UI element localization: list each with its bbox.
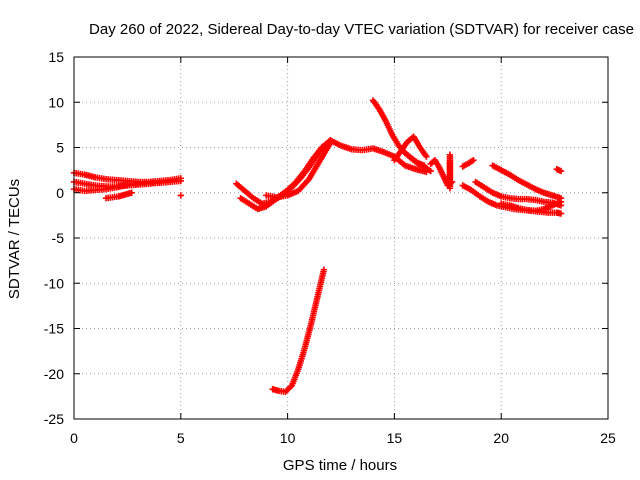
- data-point: [557, 198, 565, 205]
- y-tick-label: 0: [56, 185, 64, 201]
- data-point: [320, 266, 328, 273]
- series-arc-18h-dots: [459, 156, 477, 170]
- data-point: [156, 179, 163, 186]
- series-arc-17h-column: [446, 151, 454, 192]
- series-arc-midday-cluster: [391, 133, 430, 164]
- y-tick-label: -15: [44, 321, 64, 337]
- series-arc-evening-dot: [553, 166, 565, 175]
- series-arc-deep-negative: [269, 266, 328, 396]
- y-tick-label: -10: [44, 275, 64, 291]
- y-tick-label: 5: [56, 140, 64, 156]
- x-tick-label: 15: [387, 430, 403, 446]
- data-point: [177, 177, 184, 185]
- series-arc-midday-right: [401, 149, 434, 175]
- y-tick-label: 10: [48, 94, 64, 110]
- data-point: [557, 167, 565, 175]
- series-arc-evening-c: [489, 162, 565, 202]
- x-tick-label: 10: [280, 430, 296, 446]
- ticks: 0 5 10 15 20 25 15 10 5 0 -5 -10 -15 -20 -25: [44, 49, 616, 446]
- x-tick-label: 25: [600, 430, 616, 446]
- series-arc-morning-c: [263, 139, 334, 201]
- data-point: [177, 192, 184, 199]
- series-outlier-5h: [177, 192, 184, 199]
- data-point: [287, 383, 294, 390]
- y-axis-label: SDTVAR / TECUs: [6, 179, 23, 299]
- y-tick-label: -20: [44, 366, 64, 382]
- data-point: [470, 156, 477, 164]
- x-axis-label: GPS time / hours: [283, 457, 397, 474]
- data-point: [446, 156, 454, 164]
- x-tick-label: 5: [177, 430, 185, 446]
- data-point: [423, 153, 430, 160]
- data-point: [557, 210, 565, 217]
- data-point: [128, 189, 135, 196]
- data-layer: [70, 97, 565, 396]
- x-tick-label: 20: [493, 430, 509, 446]
- x-tick-label: 0: [70, 430, 78, 446]
- grid: [74, 57, 608, 419]
- y-tick-label: -5: [52, 230, 65, 246]
- y-tick-label: 15: [48, 49, 64, 65]
- chart-title: Day 260 of 2022, Sidereal Day-to-day VTE…: [89, 21, 634, 38]
- series-arc-evening-d: [498, 198, 565, 215]
- series-arc-early-tail: [102, 189, 135, 202]
- data-point: [427, 167, 434, 175]
- y-tick-label: -25: [44, 411, 64, 427]
